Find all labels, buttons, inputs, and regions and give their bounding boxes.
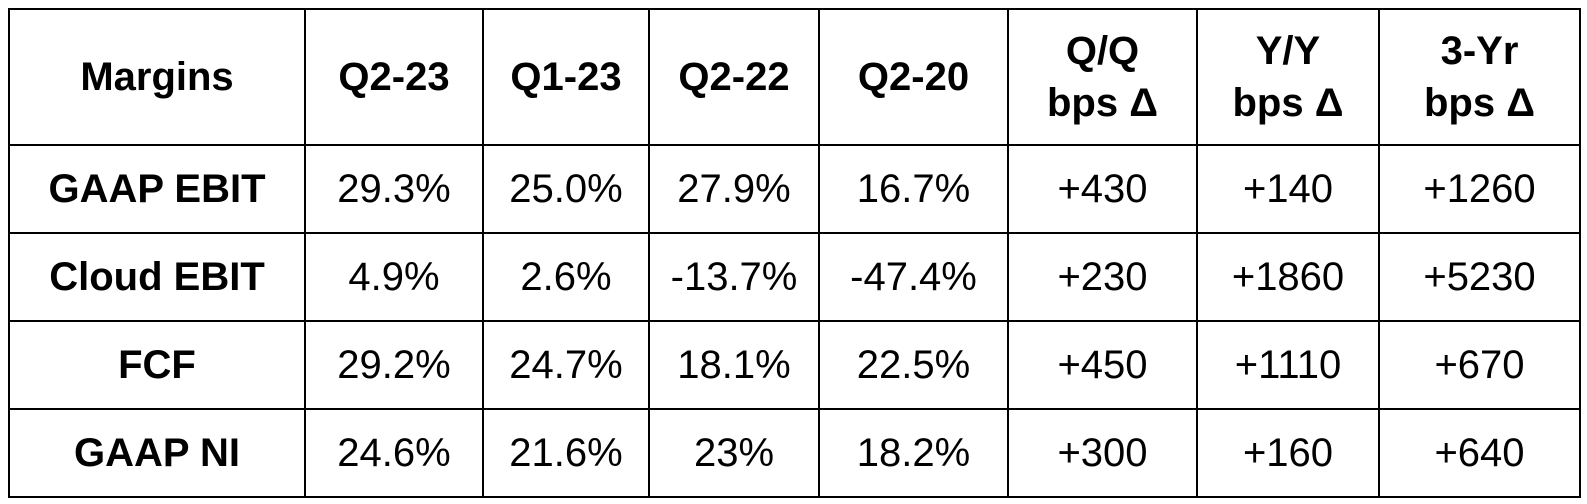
table-cell: 27.9% [648, 144, 820, 234]
table-cell: 29.3% [304, 144, 484, 234]
header-text: Q2-20 [857, 55, 970, 99]
margins-table: Margins Q2-23 Q1-23 Q2-22 Q2-20 Q/Q bps … [8, 8, 1581, 498]
table-row-gaap-ni: GAAP NI 24.6% 21.6% 23% 18.2% +300 +160 … [8, 408, 1581, 498]
header-text-line-2: bps Δ [1424, 81, 1535, 125]
table-cell: 21.6% [482, 408, 650, 498]
header-cell-3yr-bps-delta: 3-Yr bps Δ [1378, 8, 1581, 146]
table-cell: 22.5% [818, 320, 1009, 410]
header-cell-q2-20: Q2-20 [818, 8, 1009, 146]
header-cell-qq-bps-delta: Q/Q bps Δ [1007, 8, 1198, 146]
row-label: GAAP NI [8, 408, 306, 498]
header-text-line-2: bps Δ [1232, 81, 1344, 125]
table-cell: -47.4% [818, 232, 1009, 322]
row-label: Cloud EBIT [8, 232, 306, 322]
header-text-line-1: 3-Yr [1440, 29, 1519, 73]
row-label: GAAP EBIT [8, 144, 306, 234]
table-cell: +430 [1007, 144, 1198, 234]
table-cell: +670 [1378, 320, 1581, 410]
table-cell: +5230 [1378, 232, 1581, 322]
header-text: Q2-22 [678, 55, 790, 99]
table-cell: 16.7% [818, 144, 1009, 234]
table-row-fcf: FCF 29.2% 24.7% 18.1% 22.5% +450 +1110 +… [8, 320, 1581, 410]
table-cell: +1110 [1196, 320, 1380, 410]
table-cell: 24.7% [482, 320, 650, 410]
table-cell: 29.2% [304, 320, 484, 410]
header-text: Margins [80, 55, 234, 99]
table-row-cloud-ebit: Cloud EBIT 4.9% 2.6% -13.7% -47.4% +230 … [8, 232, 1581, 322]
table-cell: +140 [1196, 144, 1380, 234]
table-cell: 4.9% [304, 232, 484, 322]
header-text-line-2: bps Δ [1047, 81, 1158, 125]
header-cell-q2-23: Q2-23 [304, 8, 484, 146]
header-text-line-1: Y/Y [1255, 29, 1321, 73]
header-cell-margins: Margins [8, 8, 306, 146]
header-row: Margins Q2-23 Q1-23 Q2-22 Q2-20 Q/Q bps … [8, 8, 1581, 146]
table-row-gaap-ebit: GAAP EBIT 29.3% 25.0% 27.9% 16.7% +430 +… [8, 144, 1581, 234]
table-cell: +1260 [1378, 144, 1581, 234]
row-label: FCF [8, 320, 306, 410]
table-cell: +640 [1378, 408, 1581, 498]
table-cell: +160 [1196, 408, 1380, 498]
table-cell: 24.6% [304, 408, 484, 498]
header-cell-q2-22: Q2-22 [648, 8, 820, 146]
table-cell: 18.1% [648, 320, 820, 410]
table-cell: 23% [648, 408, 820, 498]
table-cell: +300 [1007, 408, 1198, 498]
header-cell-yy-bps-delta: Y/Y bps Δ [1196, 8, 1380, 146]
header-cell-q1-23: Q1-23 [482, 8, 650, 146]
header-text-line-1: Q/Q [1065, 29, 1140, 73]
table-cell: 2.6% [482, 232, 650, 322]
table-cell: +1860 [1196, 232, 1380, 322]
table-cell: +230 [1007, 232, 1198, 322]
table-cell: 18.2% [818, 408, 1009, 498]
margins-table-container: Margins Q2-23 Q1-23 Q2-22 Q2-20 Q/Q bps … [8, 8, 1581, 498]
table-cell: -13.7% [648, 232, 820, 322]
table-cell: +450 [1007, 320, 1198, 410]
header-text: Q1-23 [510, 55, 622, 99]
table-cell: 25.0% [482, 144, 650, 234]
header-text: Q2-23 [338, 55, 450, 99]
